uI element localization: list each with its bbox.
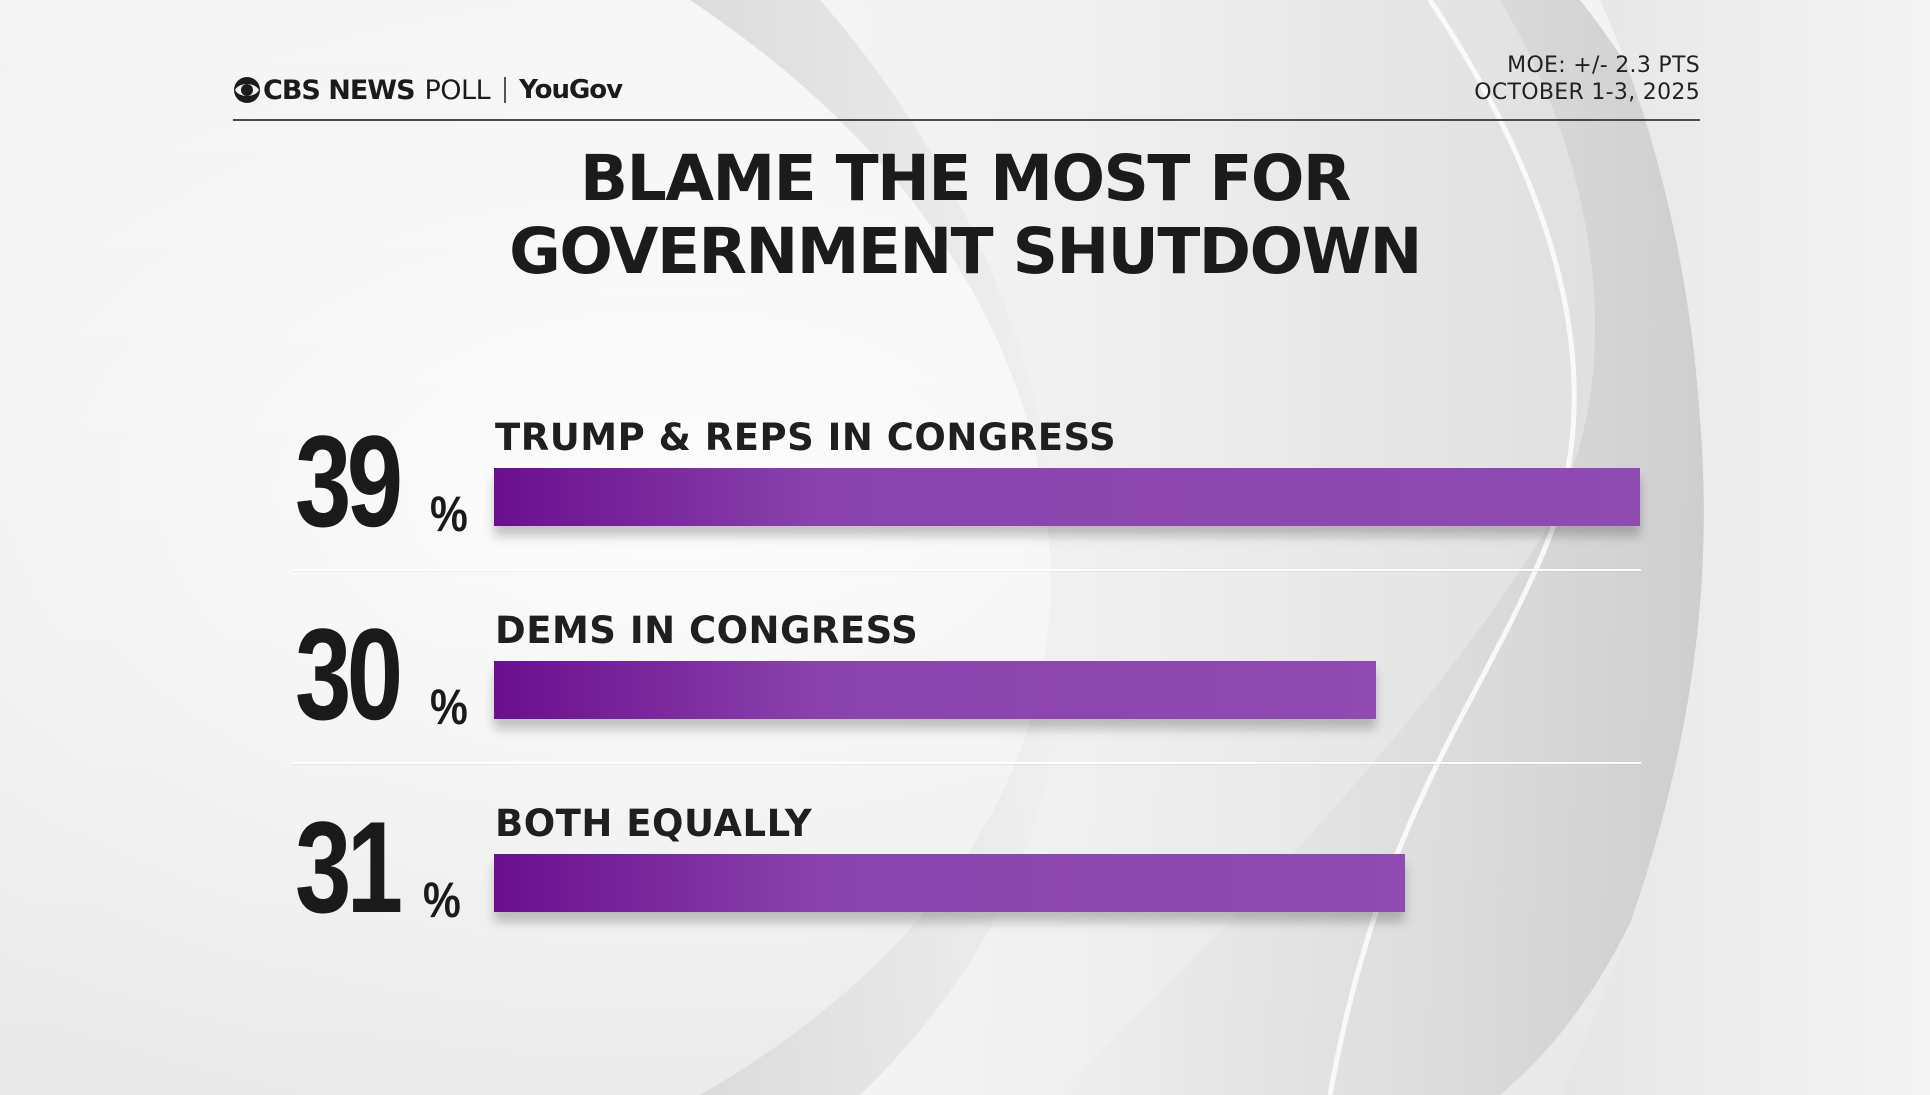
margin-of-error: MOE: +/- 2.3 PTS <box>1507 53 1700 78</box>
brand-cbs-news: CBS NEWS <box>263 74 416 106</box>
chart-title-line-1: BLAME THE MOST FOR <box>580 142 1351 215</box>
value-unit: % <box>423 872 461 928</box>
row-divider <box>293 569 1641 571</box>
brand-logo: CBS NEWS POLL YouGov <box>233 70 623 110</box>
cbs-eye-icon <box>234 77 260 103</box>
value-number: 31 <box>295 794 403 940</box>
chart-title: BLAME THE MOST FOR GOVERNMENT SHUTDOWN <box>0 142 1930 288</box>
poll-meta: MOE: +/- 2.3 PTS OCTOBER 1-3, 2025 <box>1474 52 1700 106</box>
bar-row: 31% BOTH EQUALLY <box>0 797 1930 947</box>
bar <box>494 661 1376 719</box>
bar <box>494 854 1405 912</box>
row-divider <box>293 762 1641 764</box>
bar-row: 30% DEMS IN CONGRESS <box>0 604 1930 754</box>
category-label: BOTH EQUALLY <box>495 802 813 845</box>
value-unit: % <box>430 486 468 542</box>
value-label: 31% <box>295 794 461 940</box>
category-label: DEMS IN CONGRESS <box>495 609 919 652</box>
bar-row: 39% TRUMP & REPS IN CONGRESS <box>0 411 1930 561</box>
value-label: 30% <box>295 601 468 747</box>
brand-separator <box>504 77 507 103</box>
header-rule <box>233 119 1700 121</box>
brand-yougov: YouGov <box>519 75 623 105</box>
poll-dates: OCTOBER 1-3, 2025 <box>1474 80 1700 105</box>
category-label: TRUMP & REPS IN CONGRESS <box>495 416 1117 459</box>
value-number: 30 <box>295 601 403 747</box>
bar <box>494 468 1640 526</box>
value-number: 39 <box>295 408 403 554</box>
value-label: 39% <box>295 408 468 554</box>
brand-poll: POLL <box>424 74 491 106</box>
value-unit: % <box>430 679 468 735</box>
chart-title-line-2: GOVERNMENT SHUTDOWN <box>509 215 1422 288</box>
